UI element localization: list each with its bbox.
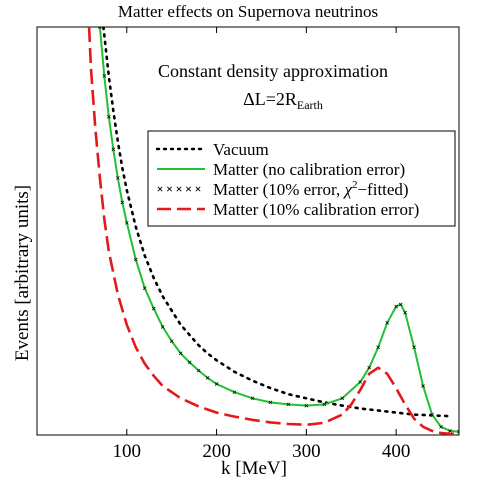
legend-label-fitted-post: −fitted) bbox=[357, 180, 408, 199]
fitted-point bbox=[358, 380, 363, 384]
fitted-point bbox=[151, 306, 156, 311]
fitted-point bbox=[133, 257, 138, 262]
fitted-point bbox=[367, 365, 372, 370]
fitted-point bbox=[322, 402, 327, 407]
fitted-point bbox=[187, 360, 192, 365]
fitted-point bbox=[340, 396, 345, 401]
legend-label-matter: Matter (no calibration error) bbox=[213, 160, 405, 179]
fitted-point bbox=[196, 368, 201, 373]
x-tick-label: 400 bbox=[382, 441, 411, 462]
series-matter bbox=[98, 27, 459, 433]
legend-cross-mark bbox=[157, 186, 163, 192]
series-vacuum bbox=[102, 27, 452, 418]
legend-swatch-fitted bbox=[157, 186, 201, 192]
fitted-point bbox=[376, 345, 381, 350]
fitted-point bbox=[205, 376, 210, 380]
fitted-point bbox=[102, 74, 107, 78]
annotation-subscript: Earth bbox=[297, 98, 323, 112]
fitted-point bbox=[232, 390, 237, 395]
fitted-point bbox=[250, 396, 255, 401]
legend-cross-mark bbox=[166, 186, 173, 192]
annotation-line-2: ΔL=2REarth bbox=[243, 89, 323, 112]
legend-cross-mark bbox=[195, 186, 201, 192]
plot-frame bbox=[36, 26, 460, 436]
fitted-point bbox=[421, 384, 425, 388]
x-tick-label: 100 bbox=[113, 441, 142, 462]
legend-label-fitted: Matter (10% error, χ2−fitted) bbox=[213, 179, 409, 199]
fitted-point bbox=[412, 345, 416, 350]
fitted-point bbox=[106, 114, 111, 119]
fitted-point bbox=[304, 403, 309, 408]
x-tick-label: 300 bbox=[292, 441, 321, 462]
x-tick-label: 200 bbox=[202, 441, 231, 462]
annotation-line-1: Constant density approximation bbox=[158, 61, 388, 81]
x-axis-label: k [MeV] bbox=[221, 458, 287, 479]
fitted-point bbox=[124, 220, 129, 225]
legend: Vacuum Matter (no calibration error) Mat… bbox=[147, 130, 456, 227]
fitted-point bbox=[439, 424, 443, 429]
legend-label-fitted-pre: Matter (10% error, bbox=[213, 180, 344, 199]
fitted-point bbox=[111, 147, 116, 152]
fitted-point bbox=[169, 339, 174, 344]
fitted-point bbox=[457, 429, 459, 434]
fitted-point bbox=[178, 351, 183, 356]
legend-label-calibration: Matter (10% calibration error) bbox=[213, 200, 419, 219]
legend-cross-mark bbox=[176, 186, 182, 192]
fitted-point bbox=[120, 200, 125, 205]
fitted-point bbox=[115, 176, 120, 180]
fitted-point bbox=[142, 286, 147, 290]
fitted-point bbox=[403, 310, 407, 315]
fitted-point bbox=[394, 304, 398, 309]
legend-label-vacuum: Vacuum bbox=[213, 140, 269, 159]
y-axis-label: Events [arbitrary units] bbox=[12, 185, 33, 361]
fitted-point bbox=[398, 302, 403, 307]
fitted-point bbox=[160, 325, 165, 329]
annotation-main: ΔL=2R bbox=[243, 89, 297, 109]
fitted-point bbox=[98, 27, 102, 29]
fitted-point bbox=[214, 382, 219, 386]
legend-label-fitted-chi: χ bbox=[342, 180, 352, 199]
fitted-point bbox=[448, 429, 452, 433]
x-axis-ticks: 100 200 300 400 bbox=[113, 27, 411, 462]
fitted-point bbox=[286, 402, 291, 407]
series-matter-calibration bbox=[87, 27, 459, 435]
fitted-point bbox=[430, 412, 434, 417]
fitted-point bbox=[385, 320, 390, 325]
legend-cross-mark bbox=[185, 186, 192, 192]
series-matter-fitted bbox=[98, 27, 459, 434]
series-layer bbox=[87, 27, 459, 435]
fitted-point bbox=[268, 400, 273, 405]
legend-label-fitted-sup: 2 bbox=[352, 179, 358, 191]
chart-title: Matter effects on Supernova neutrinos bbox=[118, 2, 378, 21]
